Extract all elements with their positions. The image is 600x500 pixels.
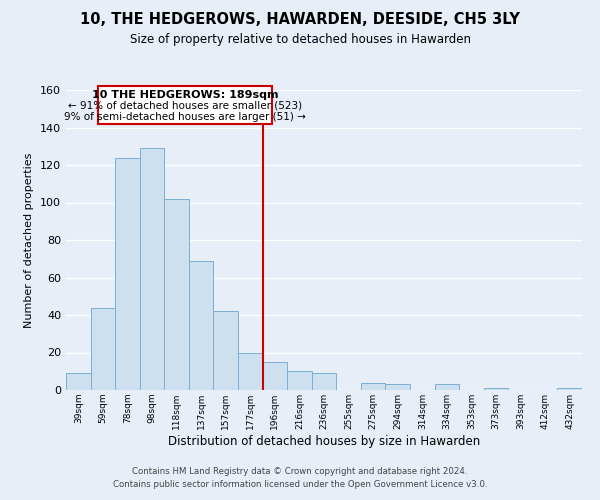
- FancyBboxPatch shape: [98, 86, 272, 124]
- Text: 9% of semi-detached houses are larger (51) →: 9% of semi-detached houses are larger (5…: [64, 112, 306, 122]
- Bar: [385, 384, 410, 390]
- Bar: [164, 198, 189, 390]
- Bar: [140, 148, 164, 390]
- Bar: [214, 311, 238, 390]
- Bar: [434, 384, 459, 390]
- Text: 10 THE HEDGEROWS: 189sqm: 10 THE HEDGEROWS: 189sqm: [92, 90, 278, 100]
- Text: ← 91% of detached houses are smaller (523): ← 91% of detached houses are smaller (52…: [68, 101, 302, 111]
- Bar: [287, 371, 312, 390]
- Bar: [91, 308, 115, 390]
- Bar: [361, 382, 385, 390]
- Bar: [189, 260, 214, 390]
- Bar: [115, 158, 140, 390]
- Bar: [484, 388, 508, 390]
- Y-axis label: Number of detached properties: Number of detached properties: [25, 152, 34, 328]
- Bar: [312, 373, 336, 390]
- Text: Contains public sector information licensed under the Open Government Licence v3: Contains public sector information licen…: [113, 480, 487, 489]
- Bar: [263, 362, 287, 390]
- Bar: [66, 373, 91, 390]
- X-axis label: Distribution of detached houses by size in Hawarden: Distribution of detached houses by size …: [168, 434, 480, 448]
- Text: Contains HM Land Registry data © Crown copyright and database right 2024.: Contains HM Land Registry data © Crown c…: [132, 467, 468, 476]
- Bar: [238, 352, 263, 390]
- Bar: [557, 388, 582, 390]
- Text: 10, THE HEDGEROWS, HAWARDEN, DEESIDE, CH5 3LY: 10, THE HEDGEROWS, HAWARDEN, DEESIDE, CH…: [80, 12, 520, 28]
- Text: Size of property relative to detached houses in Hawarden: Size of property relative to detached ho…: [130, 32, 470, 46]
